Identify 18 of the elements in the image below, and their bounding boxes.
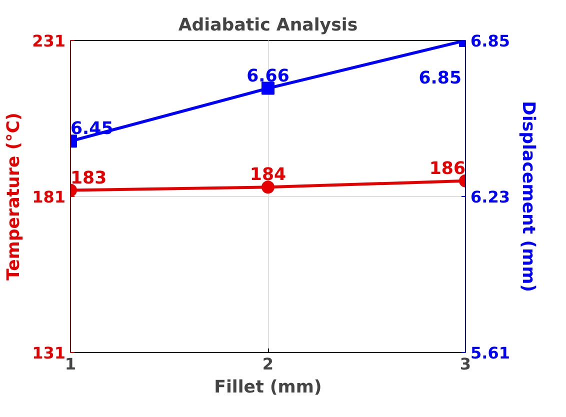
y-tick-label: 231 bbox=[32, 32, 66, 50]
y2-tick-label: 6.85 bbox=[470, 32, 510, 50]
x-tick-label: 3 bbox=[460, 354, 472, 374]
x-axis-title: Fillet (mm) bbox=[214, 378, 322, 398]
data-label: 184 bbox=[250, 165, 286, 186]
y-axis-title: Temperature (°C) bbox=[4, 112, 24, 280]
data-label: 6.85 bbox=[418, 68, 462, 88]
data-label: 6.66 bbox=[246, 66, 290, 86]
chart-title: Adiabatic Analysis bbox=[178, 16, 358, 36]
y-tick-label: 131 bbox=[32, 344, 66, 362]
x-tick-label: 1 bbox=[64, 354, 76, 374]
y-tick-label: 181 bbox=[32, 188, 66, 206]
y2-tick-label: 5.61 bbox=[470, 344, 510, 362]
y2-tick-label: 6.23 bbox=[470, 188, 510, 206]
x-tick-label: 2 bbox=[262, 354, 274, 374]
y2-axis-title: Displacement (mm) bbox=[518, 100, 538, 292]
data-label: 186 bbox=[429, 158, 466, 179]
data-label: 183 bbox=[70, 168, 107, 188]
